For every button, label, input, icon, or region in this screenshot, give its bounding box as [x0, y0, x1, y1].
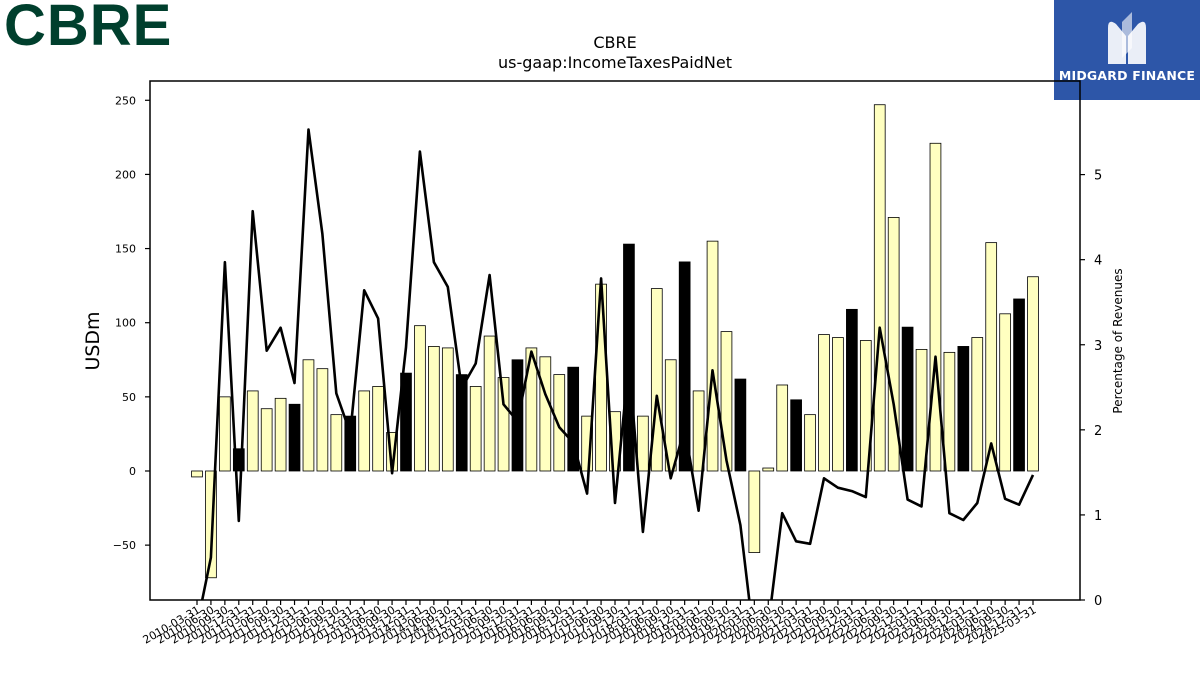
y2-tick-label: 4 [1094, 254, 1102, 269]
bar [581, 415, 593, 472]
y2-tick-label: 0 [1094, 594, 1102, 609]
bar [637, 415, 649, 472]
bar [623, 243, 635, 472]
y2-tick-label: 2 [1094, 424, 1102, 439]
bar [219, 396, 231, 472]
midgard-m-logo-icon [1108, 12, 1146, 64]
bar [776, 384, 789, 472]
bar [985, 242, 998, 472]
bar [288, 403, 301, 472]
brand-logo: CBRE [4, 0, 172, 58]
y-tick-label: 150 [115, 243, 136, 256]
brand-name: CBRE [4, 0, 173, 58]
bar [441, 347, 454, 472]
bar [790, 399, 802, 472]
bar [1027, 276, 1039, 472]
bar [414, 325, 426, 472]
bar [302, 359, 315, 472]
y2-tick-label: 5 [1094, 169, 1102, 184]
bar [734, 378, 747, 472]
bar [344, 415, 357, 472]
bar [469, 386, 482, 472]
y2-tick-label: 1 [1094, 509, 1102, 524]
bar [832, 337, 844, 472]
bar [678, 261, 691, 472]
y-tick-label: 100 [115, 317, 136, 330]
badge-text: MIDGARD FINANCE [1058, 68, 1196, 83]
chart-title: CBRE [593, 33, 636, 52]
bar [372, 386, 384, 472]
bar [525, 347, 538, 472]
bar [859, 340, 872, 472]
bar [971, 337, 984, 472]
bar [497, 377, 510, 472]
bar [274, 397, 287, 472]
y2-tick-label: 3 [1094, 339, 1102, 354]
bar [748, 470, 761, 553]
bar [804, 414, 816, 472]
bar [246, 390, 259, 472]
y2-axis-label: Percentage of Revenues [1111, 268, 1125, 413]
bar [260, 408, 273, 472]
bar [873, 104, 886, 472]
bar [706, 240, 719, 472]
y-tick-label: 250 [115, 94, 136, 107]
bar [330, 414, 343, 472]
series-line [200, 128, 1035, 600]
bar [929, 142, 942, 472]
y-axis-label: USDm [82, 311, 104, 370]
badge-logo: MIDGARD FINANCE [1054, 0, 1200, 100]
bar [539, 356, 552, 472]
bar [650, 288, 663, 472]
y-tick-label: 200 [115, 168, 136, 181]
bar [191, 470, 203, 478]
y-tick-label: −50 [113, 539, 136, 552]
y-tick-label: 0 [129, 465, 136, 478]
bar [205, 470, 217, 579]
bar [692, 390, 705, 472]
bar [567, 366, 580, 472]
bar [358, 390, 371, 472]
bar [999, 313, 1011, 472]
bar [720, 331, 733, 472]
bar [957, 346, 970, 472]
bar [943, 351, 956, 472]
bar [428, 346, 440, 472]
bar [846, 308, 858, 472]
bar [553, 374, 566, 472]
bar [915, 348, 928, 472]
chart-subtitle: us-gaap:IncomeTaxesPaidNet [498, 53, 732, 72]
bar [901, 326, 914, 472]
bar [483, 335, 496, 472]
bar [232, 448, 245, 472]
bar [887, 217, 900, 472]
y-tick-label: 50 [122, 391, 136, 404]
bar [455, 374, 468, 472]
bar [400, 372, 412, 472]
bar [762, 467, 775, 472]
bar [818, 334, 830, 472]
bar [1013, 298, 1025, 472]
bar [316, 368, 329, 472]
bar [595, 283, 607, 472]
